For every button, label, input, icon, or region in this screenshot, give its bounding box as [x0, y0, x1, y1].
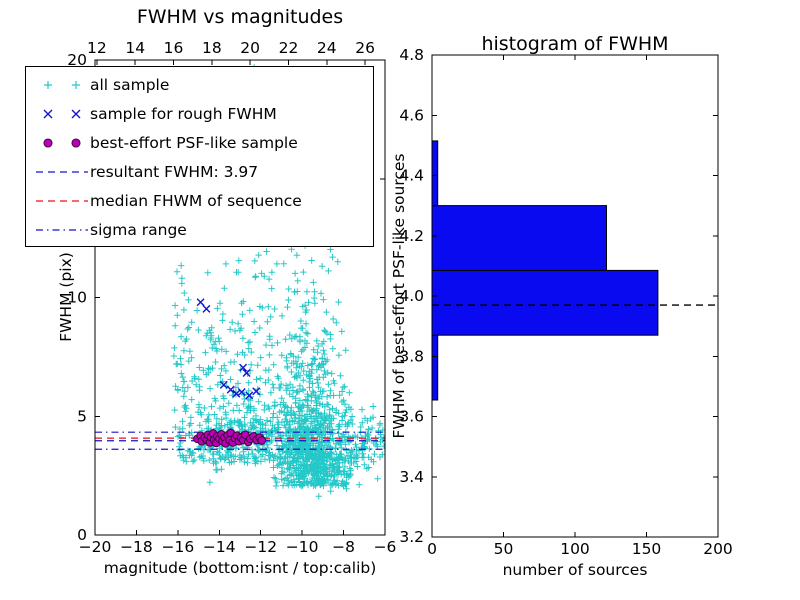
- plus-marker-icon: [34, 75, 90, 95]
- svg-text:100: 100: [560, 540, 590, 558]
- svg-text:4.6: 4.6: [399, 106, 424, 124]
- legend-label: best-effort PSF-like sample: [90, 133, 298, 152]
- legend-dashed-line-glyph: [36, 170, 88, 173]
- svg-text:3.4: 3.4: [399, 468, 424, 486]
- legend-item-rough-fwhm: sample for rough FWHM: [26, 99, 373, 128]
- scatter-yaxis-label: FWHM (pix): [57, 252, 75, 342]
- svg-text:200: 200: [703, 540, 733, 558]
- svg-text:3.8: 3.8: [399, 347, 424, 365]
- svg-text:10: 10: [67, 289, 87, 307]
- svg-text:−14: −14: [203, 538, 236, 556]
- histogram-bar: [431, 205, 607, 271]
- histogram-bar: [431, 334, 439, 401]
- svg-text:26: 26: [355, 39, 375, 57]
- legend-item-sigma-range: sigma range: [26, 215, 373, 244]
- svg-text:150: 150: [632, 540, 662, 558]
- svg-text:20: 20: [240, 39, 260, 57]
- svg-text:4.4: 4.4: [399, 167, 424, 185]
- legend-label: median FHWM of sequence: [90, 191, 302, 210]
- svg-text:−18: −18: [120, 538, 153, 556]
- svg-text:−16: −16: [161, 538, 194, 556]
- histogram-bar: [431, 140, 439, 207]
- svg-text:3.2: 3.2: [399, 528, 424, 546]
- svg-text:−8: −8: [332, 538, 355, 556]
- histogram-bar: [431, 269, 659, 336]
- dashed-line-icon: [34, 191, 90, 211]
- svg-text:24: 24: [317, 39, 337, 57]
- svg-text:−10: −10: [286, 538, 319, 556]
- svg-text:−6: −6: [374, 538, 397, 556]
- dashdot-line-icon: [34, 220, 90, 240]
- legend-item-all-sample: all sample: [26, 70, 373, 99]
- x-marker-icon: [34, 104, 90, 124]
- svg-text:5: 5: [77, 407, 87, 425]
- scatter-plot-title: FWHM vs magnitudes: [136, 6, 344, 28]
- svg-text:4.2: 4.2: [399, 227, 424, 245]
- svg-text:4.0: 4.0: [399, 287, 424, 305]
- histogram-yaxis-label: FWHM of best-effort PSF-like sources: [390, 153, 408, 439]
- legend-item-psf-sample: best-effort PSF-like sample: [26, 128, 373, 157]
- scatter-plot-area: [95, 64, 385, 500]
- histogram-title: histogram of FWHM: [481, 33, 669, 55]
- legend-label: all sample: [90, 75, 170, 94]
- scatter-tick-labels: −20−18−16−14−12−10−8−6051015201214161820…: [67, 39, 396, 556]
- svg-text:−12: −12: [244, 538, 277, 556]
- psf-sample-points: [193, 428, 267, 448]
- legend-x-glyph: [43, 109, 81, 118]
- legend-label: resultant FWHM: 3.97: [90, 162, 259, 181]
- legend-dashdot-line-glyph: [36, 228, 88, 231]
- svg-text:14: 14: [125, 39, 145, 57]
- svg-text:20: 20: [67, 51, 87, 69]
- legend-label: sigma range: [90, 220, 187, 239]
- legend-item-resultant-fwhm: resultant FWHM: 3.97: [26, 157, 373, 186]
- legend-circle-glyph: [43, 137, 81, 148]
- svg-text:22: 22: [279, 39, 299, 57]
- svg-text:4.8: 4.8: [399, 46, 424, 64]
- svg-text:50: 50: [494, 540, 514, 558]
- histogram-xaxis-label: number of sources: [502, 561, 648, 579]
- scatter-xaxis-label: magnitude (bottom:isnt / top:calib): [103, 559, 377, 577]
- legend: all sample sample for rough FWHM best-ef…: [25, 66, 374, 247]
- dashed-line-icon: [34, 162, 90, 182]
- histogram-tick-labels: 0 50 100 150 200 3.2 3.4 3.6 3.8 4.0 4.2 4.4 4.6 4.8: [399, 46, 732, 558]
- histogram-ticks: [431, 54, 719, 538]
- svg-text:0: 0: [77, 526, 87, 544]
- legend-dashed-line-glyph: [36, 199, 88, 202]
- circle-marker-icon: [34, 133, 90, 153]
- legend-plus-glyph: [44, 80, 80, 89]
- svg-text:16: 16: [164, 39, 184, 57]
- legend-label: sample for rough FWHM: [90, 104, 277, 123]
- histogram-plot-area: [431, 140, 718, 401]
- svg-text:12: 12: [87, 39, 107, 57]
- svg-text:0: 0: [427, 540, 437, 558]
- svg-text:−20: −20: [79, 538, 112, 556]
- svg-text:3.6: 3.6: [399, 408, 424, 426]
- legend-item-median-fwhm: median FHWM of sequence: [26, 186, 373, 215]
- svg-text:18: 18: [202, 39, 222, 57]
